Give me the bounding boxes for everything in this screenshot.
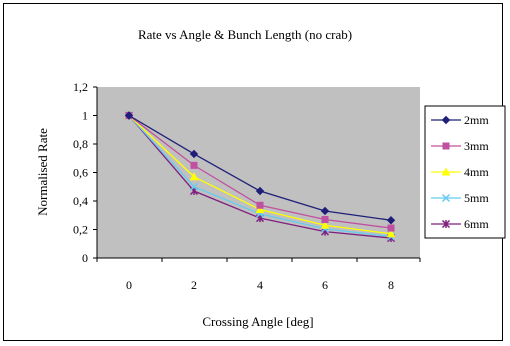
y-axis-label: Normalised Rate xyxy=(35,128,50,216)
legend-marker xyxy=(441,219,451,229)
data-point-2mm xyxy=(124,111,134,120)
x-tick-label: 4 xyxy=(257,278,263,292)
x-axis: 0 2 4 6 8 xyxy=(96,257,421,292)
legend-item-6mm: 6mm xyxy=(431,217,489,231)
legend-item-3mm: 3mm xyxy=(431,139,489,153)
data-point-3mm xyxy=(387,224,395,232)
legend-label: 2mm xyxy=(464,113,489,127)
plot-area xyxy=(97,87,420,258)
data-point-3mm xyxy=(321,216,329,224)
data-point-2mm xyxy=(189,149,199,159)
legend-label: 4mm xyxy=(464,165,489,179)
series-layer xyxy=(124,110,396,243)
data-point-3mm xyxy=(256,201,264,209)
legend-item-5mm: 5mm xyxy=(431,191,489,205)
chart-title: Rate vs Angle & Bunch Length (no crab) xyxy=(138,27,352,42)
data-point-2mm xyxy=(386,216,396,225)
legend-label: 3mm xyxy=(464,139,489,153)
legend-label: 5mm xyxy=(464,191,489,205)
y-tick-label: 1 xyxy=(82,109,88,123)
legend: 2mm 3mm 4mm 5mm 6mm xyxy=(424,105,506,239)
x-tick-label: 2 xyxy=(191,278,197,292)
legend-item-2mm: 2mm xyxy=(431,113,489,127)
data-point-3mm xyxy=(190,161,198,169)
y-tick-label: 0,2 xyxy=(73,223,88,237)
data-point-4mm xyxy=(255,204,265,214)
x-tick-label: 6 xyxy=(322,278,328,292)
y-axis: 0 0,2 0,4 0,6 0,8 1 1,2 xyxy=(73,80,98,265)
legend-item-4mm: 4mm xyxy=(431,165,489,179)
data-point-4mm xyxy=(189,172,199,181)
data-point-4mm xyxy=(386,229,396,238)
legend-marker xyxy=(441,115,451,125)
data-point-4mm xyxy=(320,220,330,229)
y-tick-label: 1,2 xyxy=(73,80,88,94)
data-point-5mm xyxy=(189,182,199,191)
y-tick-label: 0,4 xyxy=(73,194,88,208)
x-tick-label: 8 xyxy=(388,278,394,292)
y-tick-label: 0,8 xyxy=(73,137,88,151)
data-point-2mm xyxy=(320,206,330,216)
legend-marker xyxy=(441,167,451,176)
x-axis-label: Crossing Angle [deg] xyxy=(202,314,313,329)
x-tick-label: 0 xyxy=(126,278,132,292)
y-tick-label: 0,6 xyxy=(73,166,88,180)
legend-marker xyxy=(441,193,451,203)
legend-label: 6mm xyxy=(464,217,489,231)
data-point-2mm xyxy=(255,186,265,196)
y-tick-label: 0 xyxy=(82,251,88,265)
legend-marker xyxy=(442,142,450,150)
